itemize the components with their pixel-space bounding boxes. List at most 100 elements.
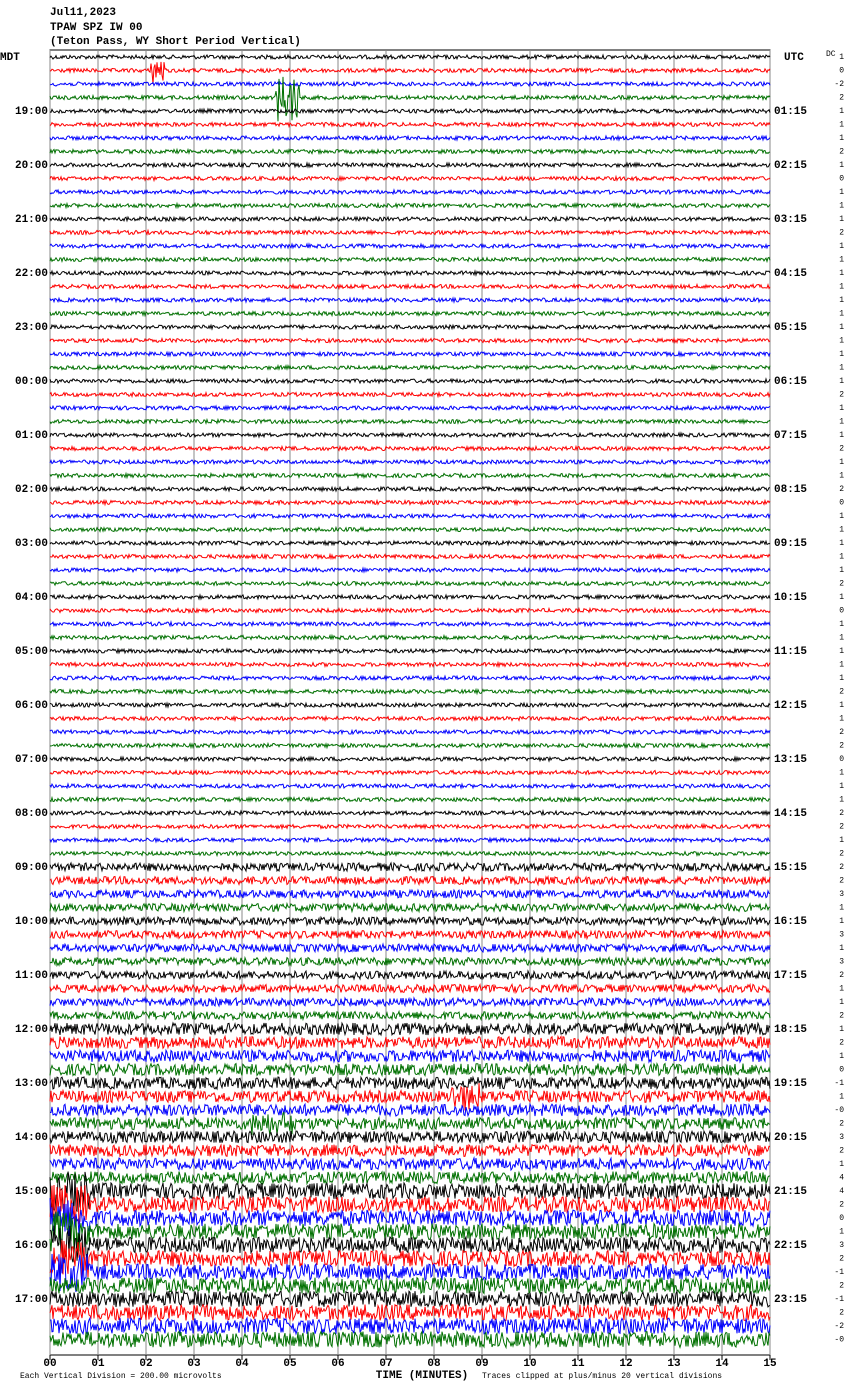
right-hour-label: 17:15 (774, 970, 807, 982)
dc-offset: 1 (839, 377, 844, 386)
trace (49, 296, 771, 304)
dc-offset: 1 (839, 269, 844, 278)
dc-offset: -1 (834, 1079, 844, 1088)
left-hour-label: 00:00 (15, 376, 48, 388)
trace (49, 309, 771, 318)
trace (49, 458, 771, 466)
dc-offset: 2 (839, 94, 844, 103)
left-hour-label: 04:00 (15, 592, 48, 604)
trace (49, 485, 770, 493)
trace (49, 120, 771, 129)
trace (49, 768, 770, 777)
trace (49, 849, 771, 858)
trace (49, 552, 771, 561)
left-hour-label: 21:00 (15, 214, 48, 226)
trace (49, 1184, 771, 1225)
dc-offset: 1 (839, 593, 844, 602)
left-hour-label: 06:00 (15, 700, 48, 712)
dc-offset: 1 (839, 283, 844, 292)
right-hour-label: 11:15 (774, 646, 807, 658)
trace (49, 1111, 771, 1136)
right-hour-label: 03:15 (774, 214, 807, 226)
trace (49, 633, 771, 642)
trace (49, 1225, 771, 1264)
dc-offset: 1 (839, 1025, 844, 1034)
dc-offset: 2 (839, 1039, 844, 1048)
dc-offset: 4 (839, 1187, 844, 1196)
dc-offset: 1 (839, 917, 844, 926)
dc-offset: 1 (839, 526, 844, 535)
dc-offset: 1 (839, 782, 844, 791)
right-hour-label: 07:15 (774, 430, 807, 442)
x-tick-label: 11 (571, 1358, 585, 1370)
dc-offset: 2 (839, 809, 844, 818)
trace (49, 431, 771, 439)
dc-offset: 1 (839, 944, 844, 953)
dc-offset: 1 (839, 674, 844, 683)
trace (49, 660, 771, 669)
x-tick-label: 01 (91, 1358, 105, 1370)
left-hour-label: 17:00 (15, 1294, 48, 1306)
trace (49, 701, 771, 709)
trace (49, 822, 771, 831)
trace (49, 323, 771, 331)
dc-offset: 1 (839, 1228, 844, 1237)
trace (49, 969, 771, 981)
dc-offset: 1 (839, 215, 844, 224)
dc-offset: 1 (839, 985, 844, 994)
dc-offset: 1 (839, 1160, 844, 1169)
dc-offset: 0 (839, 1066, 844, 1075)
station-caption: (Teton Pass, WY Short Period Vertical) (50, 36, 301, 48)
right-hour-label: 05:15 (774, 322, 807, 334)
left-hour-label: 02:00 (15, 484, 48, 496)
trace (49, 566, 771, 574)
left-hour-label: 08:00 (15, 808, 48, 820)
trace (49, 350, 771, 358)
dc-offset: 2 (839, 971, 844, 980)
right-hour-label: 19:15 (774, 1078, 807, 1090)
dc-offset: 1 (839, 364, 844, 373)
left-hour-label: 13:00 (15, 1078, 48, 1090)
dc-offset: 1 (839, 647, 844, 656)
trace (49, 134, 771, 142)
dc-offset: -0 (834, 1106, 844, 1115)
dc-offset: 0 (839, 67, 844, 76)
trace (49, 809, 771, 817)
trace (49, 228, 771, 237)
right-zone: UTC (784, 52, 804, 64)
trace (49, 1061, 771, 1078)
x-axis-label: TIME (MINUTES) (376, 1370, 468, 1382)
right-hour-label: 14:15 (774, 808, 807, 820)
trace (49, 795, 771, 804)
dc-offset: 1 (839, 242, 844, 251)
dc-offset: 2 (839, 580, 844, 589)
clip-note: Traces clipped at plus/minus 20 vertical… (482, 1372, 722, 1381)
dc-offset: 1 (839, 904, 844, 913)
dc-offset: 2 (839, 1147, 844, 1156)
x-tick-label: 05 (283, 1358, 297, 1370)
trace (49, 782, 771, 790)
dc-offset: 1 (839, 553, 844, 562)
trace (49, 174, 771, 183)
dc-offset: 1 (839, 1052, 844, 1061)
trace (49, 201, 771, 210)
dc-offset: 4 (839, 1174, 844, 1183)
trace (49, 1142, 771, 1159)
trace (49, 728, 771, 736)
trace (49, 336, 771, 345)
dc-offset: -2 (834, 1322, 844, 1331)
right-hour-label: 12:15 (774, 700, 807, 712)
trace (49, 901, 771, 914)
right-hour-label: 04:15 (774, 268, 807, 280)
x-tick-label: 10 (523, 1358, 536, 1370)
trace (49, 755, 771, 763)
x-tick-label: 15 (763, 1358, 777, 1370)
dc-offset: 2 (839, 1012, 844, 1021)
left-hour-label: 09:00 (15, 862, 48, 874)
trace (49, 687, 771, 696)
trace (49, 404, 771, 412)
right-hour-label: 18:15 (774, 1024, 807, 1036)
dc-offset: 0 (839, 175, 844, 184)
trace (49, 861, 771, 873)
trace (49, 1075, 771, 1091)
